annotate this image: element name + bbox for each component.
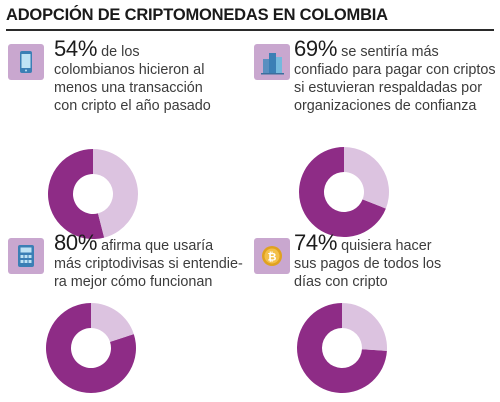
title-bar: ADOPCIÓN DE CRIPTOMONEDAS EN COLOMBIA [0,0,500,31]
text-line: menos una transacción [54,80,203,96]
panel-transactions: 54% de los colombianos hicieron al menos… [0,36,250,239]
donut-chart [298,146,390,238]
text-line: con cripto el año pasado [54,98,211,114]
donut-slice-remainder [342,303,387,351]
panel-trust: 69% se sentiría más confiado para pagar … [250,36,500,237]
percent-label: 54% [54,36,98,61]
panel-text: 69% se sentiría más confiado para pagar … [294,38,500,115]
donut-slice-remainder [93,149,138,238]
percent-label: 69% [294,36,338,61]
calculator-icon [8,238,44,274]
panel-understanding: 80% afirma que usaría más criptodivisas … [0,228,250,402]
donut-slice-filled [299,147,386,237]
panel-text: 74% quisiera hacer sus pagos de todos lo… [294,232,500,291]
text-line: de los [101,44,140,60]
donut-slice-filled [297,303,387,393]
text-line: si estuvieran respaldadas por [294,80,482,96]
donut-chart [296,302,388,394]
donut-chart [45,302,137,394]
page-title: ADOPCIÓN DE CRIPTOMONEDAS EN COLOMBIA [6,6,388,24]
donut-chart [47,148,139,240]
text-line: quisiera hacer [341,238,432,254]
text-line: sus pagos de todos los [294,256,442,272]
panel-text: 80% afirma que usaría más criptodivisas … [54,232,250,291]
text-line: se sentiría más [341,44,439,60]
text-line: días con cripto [294,274,388,290]
donut-slice-remainder [91,303,134,342]
text-line: más criptodivisas si entendie- [54,256,243,272]
text-line: organizaciones de confianza [294,98,477,114]
bitcoin-coin-icon: ₿ [254,238,290,274]
percent-label: 74% [294,230,338,255]
smartphone-icon [8,44,44,80]
buildings-icon [254,44,290,80]
donut-slice-remainder [344,147,389,209]
text-line: afirma que usaría [101,238,214,254]
donut-svg [46,303,136,393]
donut-slice-filled [46,303,136,393]
percent-label: 80% [54,230,98,255]
donut-svg [299,147,389,237]
title-rule [6,29,494,31]
donut-slice-filled [47,149,105,239]
donut-svg [297,303,387,393]
panel-text: 54% de los colombianos hicieron al menos… [54,38,244,115]
text-line: colombianos hicieron al [54,62,205,78]
text-line: ra mejor cómo funcionan [54,274,213,290]
text-line: confiado para pagar con criptos [294,62,496,78]
svg-text:₿: ₿ [268,251,277,264]
panel-daily-payments: ₿ 74% quisiera hacer sus pagos de todos … [250,228,500,402]
donut-svg [47,149,138,239]
